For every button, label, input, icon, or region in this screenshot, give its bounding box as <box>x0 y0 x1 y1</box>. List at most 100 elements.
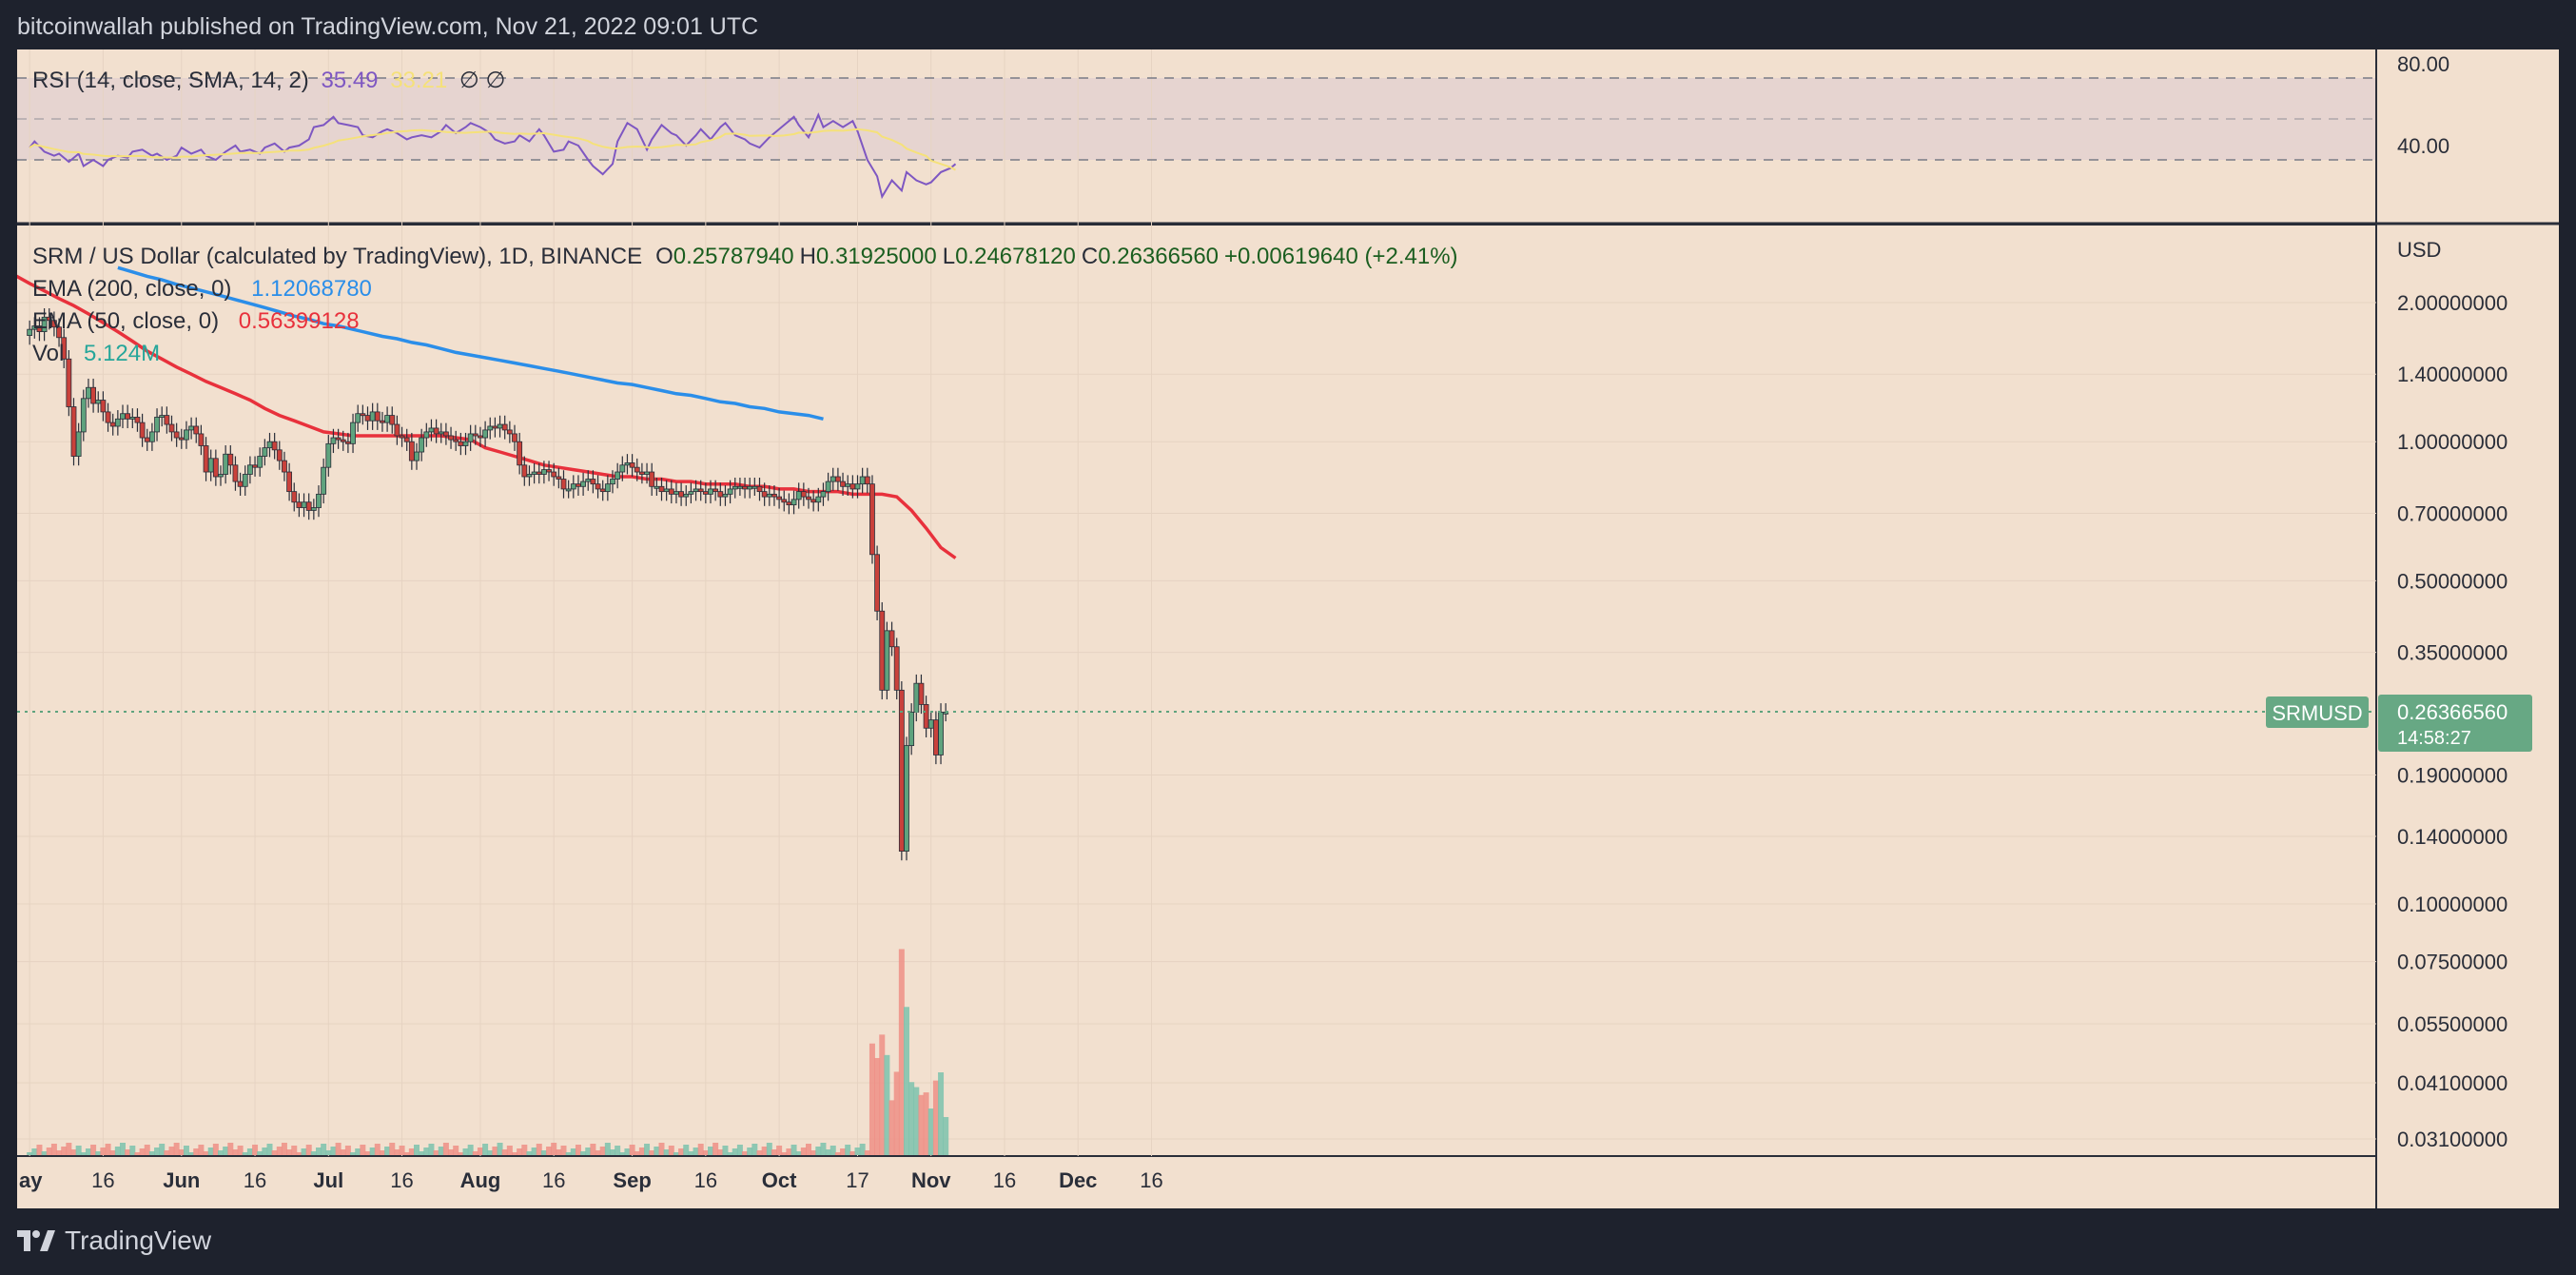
volume-bar <box>335 1143 342 1155</box>
candle-body <box>526 474 533 478</box>
candle-body <box>604 483 611 493</box>
candle-body <box>178 437 185 441</box>
time-tick-label: Sep <box>613 1168 651 1192</box>
volume-bar <box>114 1147 121 1155</box>
rsi-tick-label: 40.00 <box>2397 134 2449 158</box>
volume-legend[interactable]: Vol 5.124M <box>32 341 166 367</box>
volume-bar <box>668 1146 674 1155</box>
time-axis[interactable] <box>17 1156 2376 1208</box>
candle-body <box>786 501 792 506</box>
candle-body <box>105 411 111 423</box>
volume-bar <box>70 1149 77 1155</box>
volume-bar <box>27 1152 33 1155</box>
candle-body <box>51 320 57 328</box>
candle-body <box>599 488 606 493</box>
volume-bar <box>624 1148 631 1155</box>
volume-bar <box>751 1144 758 1155</box>
candle-body <box>840 481 846 487</box>
candle-body <box>125 413 131 420</box>
volume-value: 5.124M <box>84 341 161 366</box>
time-tick-label: 17 <box>846 1168 868 1192</box>
candle-body <box>654 485 660 489</box>
candle-body <box>771 493 777 498</box>
volume-bar <box>898 949 905 1155</box>
volume-bar <box>458 1152 464 1155</box>
time-tick-label: Nov <box>911 1168 951 1192</box>
candle-body <box>884 630 890 691</box>
candle-body <box>536 471 542 475</box>
tradingview-icon <box>17 1230 55 1251</box>
volume-bar <box>683 1145 690 1155</box>
volume-bar <box>536 1144 542 1155</box>
time-tick-label: Jul <box>313 1168 343 1192</box>
candle-body <box>864 476 870 485</box>
price-tick-label: 1.40000000 <box>2397 363 2508 386</box>
candle-body <box>296 501 302 508</box>
volume-bar <box>565 1152 572 1155</box>
ema200-value: 1.12068780 <box>251 276 372 302</box>
candle-body <box>521 464 528 478</box>
volume-bar <box>148 1151 155 1155</box>
candle-body <box>408 441 415 461</box>
volume-bar <box>266 1144 273 1155</box>
volume-bar <box>61 1147 68 1155</box>
volume-bar <box>717 1149 724 1155</box>
price-axis[interactable] <box>2376 49 2559 1156</box>
time-tick-label: 16 <box>694 1168 717 1192</box>
candle-body <box>46 316 52 322</box>
candle-body <box>781 499 788 503</box>
volume-bar <box>384 1147 391 1155</box>
candle-body <box>639 471 645 475</box>
volume-bar <box>786 1148 792 1155</box>
volume-bar <box>85 1148 91 1155</box>
open-key: O <box>655 244 673 269</box>
candle-body <box>27 328 33 336</box>
volume-bar <box>649 1150 655 1155</box>
ema50-label: EMA (50, close, 0) <box>32 308 220 334</box>
volume-bar <box>742 1151 749 1155</box>
volume-bar <box>638 1148 645 1155</box>
candle-body <box>825 481 831 493</box>
ema50-legend[interactable]: EMA (50, close, 0) 0.56399128 <box>32 308 365 335</box>
candle-body <box>414 451 420 461</box>
close-key: C <box>1081 244 1099 269</box>
volume-bar <box>134 1152 141 1155</box>
volume-bar <box>688 1151 694 1155</box>
volume-bar <box>815 1147 822 1155</box>
ema200-line <box>117 265 824 422</box>
candle-body <box>893 646 900 691</box>
main-legend[interactable]: SRM / US Dollar (calculated by TradingVi… <box>32 244 1464 270</box>
candle-body <box>649 471 655 487</box>
volume-bar <box>766 1143 772 1155</box>
candle-body <box>129 417 136 420</box>
ema200-legend[interactable]: EMA (200, close, 0) 1.12068780 <box>32 276 378 303</box>
candle-body <box>159 415 166 418</box>
volume-bar <box>394 1149 400 1155</box>
price-tick-label: 1.00000000 <box>2397 430 2508 454</box>
candle-body <box>492 425 498 429</box>
candle-body <box>325 442 332 468</box>
candle-body <box>751 485 758 489</box>
symbol-title: SRM / US Dollar (calculated by TradingVi… <box>32 244 643 269</box>
volume-bar <box>795 1151 802 1155</box>
chart-frame[interactable]: 2.00000000 1.40000000 1.00000000 0.70000000… <box>17 49 2559 1208</box>
price-tag[interactable] <box>2378 695 2532 752</box>
volume-bar <box>781 1152 788 1155</box>
open-value: 0.25787940 <box>673 244 794 269</box>
tradingview-logo[interactable]: TradingView <box>17 1226 211 1256</box>
candle-body <box>301 501 307 508</box>
candle-body <box>829 476 836 482</box>
volume-bar <box>634 1151 640 1155</box>
symbol-tag[interactable] <box>2266 696 2369 728</box>
volume-bar <box>374 1144 381 1155</box>
volume-bar <box>864 1150 870 1155</box>
volume-bar <box>433 1150 439 1155</box>
price-pane[interactable] <box>17 226 2376 1156</box>
rsi-legend[interactable]: RSI (14, close, SMA, 14, 2) 35.49 33.21 … <box>32 67 511 94</box>
candle-body <box>795 491 802 500</box>
candle-body <box>61 337 68 360</box>
candle-body <box>246 464 253 475</box>
volume-bar <box>540 1150 547 1155</box>
time-tick-label: 16 <box>91 1168 114 1192</box>
volume-bar <box>654 1147 660 1155</box>
